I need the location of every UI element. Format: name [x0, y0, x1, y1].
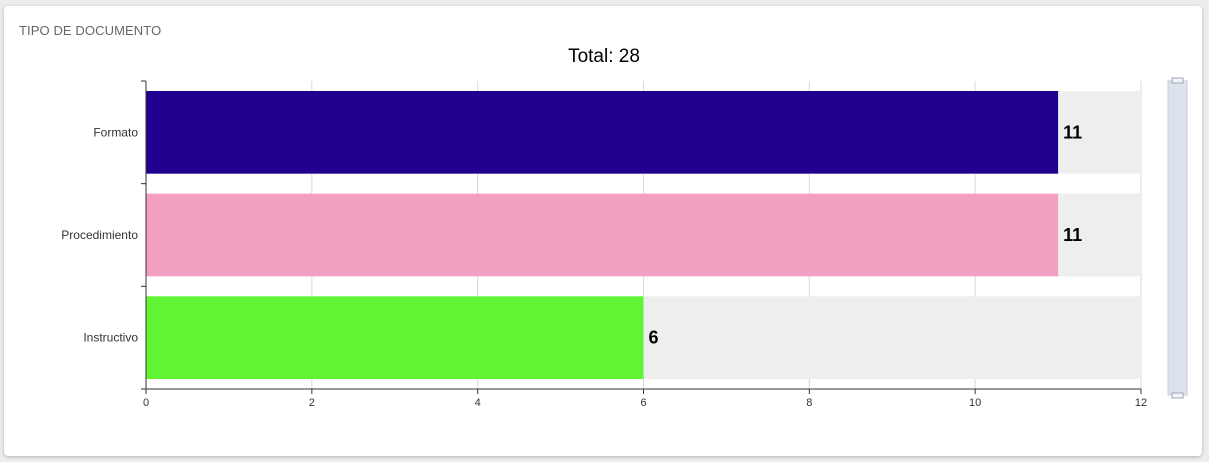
data-label: 11 — [1063, 225, 1082, 245]
x-tick-label: 4 — [475, 397, 481, 409]
bar-instructivo — [146, 296, 644, 379]
chart-title: Total: 28 — [568, 46, 640, 67]
zoom-track[interactable] — [1167, 80, 1188, 396]
bars — [146, 91, 1059, 379]
x-tick-label: 6 — [640, 397, 646, 409]
x-tick-label: 2 — [309, 397, 315, 409]
x-tick-label: 0 — [143, 397, 149, 409]
category-label: Formato — [93, 125, 138, 139]
zoom-handle-bottom[interactable] — [1171, 392, 1184, 399]
category-label: Procedimiento — [61, 228, 138, 242]
axes: 0 2 4 6 8 10 12 — [141, 80, 1147, 409]
category-label: Instructivo — [83, 331, 138, 345]
zoom-handle-top[interactable] — [1171, 77, 1184, 84]
x-tick-label: 8 — [806, 397, 812, 409]
x-tick-label: 12 — [1135, 397, 1147, 409]
data-label: 11 — [1063, 122, 1082, 142]
bar-formato — [146, 91, 1059, 174]
x-tick-label: 10 — [969, 397, 981, 409]
card-title: TIPO DE DOCUMENTO — [19, 23, 162, 38]
labels: Formato 11 Procedimiento 11 Instructivo 6 — [61, 122, 1082, 347]
zoom-scrollbar[interactable] — [1167, 77, 1188, 399]
bar-procedimiento — [146, 193, 1059, 277]
data-label: 6 — [649, 328, 659, 348]
